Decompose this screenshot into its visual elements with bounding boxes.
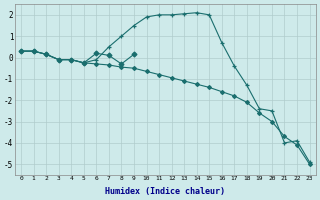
X-axis label: Humidex (Indice chaleur): Humidex (Indice chaleur) [105,187,225,196]
